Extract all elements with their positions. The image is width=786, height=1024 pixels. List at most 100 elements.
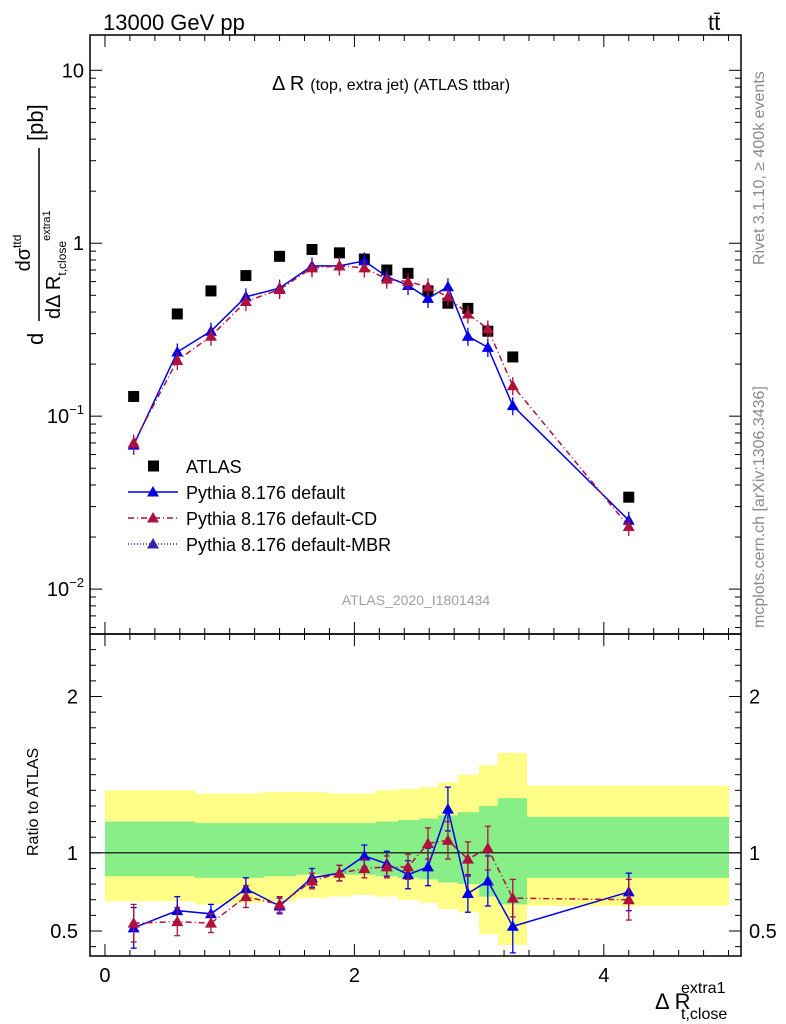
x-tick-label: 4 <box>598 965 609 987</box>
ratio-series-line <box>133 806 629 929</box>
ratio-data-point <box>461 887 474 898</box>
lower-frame <box>89 633 742 957</box>
ratio-data-point <box>380 860 393 872</box>
mc-data-point <box>171 354 184 365</box>
plot-title: Δ R (top, extra jet) (ATLAS ttbar) <box>272 73 510 95</box>
plot-title-main: Δ R <box>272 73 304 95</box>
ylabel-d: d <box>23 333 48 345</box>
green-band-segment <box>398 820 420 878</box>
mc-data-point <box>333 259 346 271</box>
atlas-data-point <box>507 351 519 363</box>
plot-title-sub: (top, extra jet) (ATLAS ttbar) <box>310 77 510 94</box>
mc-data-point <box>402 275 415 287</box>
ylabel-unit: [pb] <box>23 104 48 141</box>
y-tick-label: 1 <box>73 233 84 255</box>
ratio-y-tick-label-right: 0.5 <box>749 921 777 943</box>
atlas-data-point <box>205 285 217 297</box>
main-plot-series <box>127 243 635 537</box>
ratio-data-point <box>622 893 635 905</box>
x-tick-label: 2 <box>349 965 360 987</box>
mcplots-label: mcplots.cern.ch [arXiv:1306.3436] <box>751 386 768 628</box>
ratio-data-point <box>421 860 434 872</box>
mc-data-point <box>506 399 519 411</box>
mc-data-point <box>421 292 434 303</box>
ratio-plot-series <box>127 786 635 954</box>
x-tick-label: 0 <box>99 965 110 987</box>
legend-marker <box>147 486 159 497</box>
atlas-data-point <box>306 243 318 255</box>
legend-label: Pythia 8.176 default-MBR <box>186 535 391 555</box>
ratio-data-point <box>421 837 434 848</box>
ratio-data-point <box>239 890 252 902</box>
y-tick-label: 10−1 <box>47 402 84 428</box>
analysis-watermark: ATLAS_2020_I1801434 <box>342 592 491 608</box>
ratio-data-point <box>506 920 519 931</box>
mc-data-point <box>461 307 474 319</box>
atlas-data-point <box>128 390 140 402</box>
green-band-segment <box>161 821 196 877</box>
green-band-segment <box>295 823 328 875</box>
green-band-segment <box>526 816 730 878</box>
y-tick-label: 10 <box>62 60 84 82</box>
ratio-y-tick-label: 1 <box>67 843 78 865</box>
mc-data-point <box>461 330 474 341</box>
mc-data-point <box>506 379 519 391</box>
rivet-version-label: Rivet 3.1.10, ≥ 400k events <box>751 71 768 265</box>
mc-data-point <box>481 322 494 334</box>
series-line <box>132 260 630 521</box>
ratio-data-point <box>441 834 454 845</box>
mc-data-point <box>273 283 286 295</box>
ratio-y-tick-label-right: 2 <box>749 687 760 709</box>
y-tick-label: 10−2 <box>47 575 84 601</box>
mc-data-point <box>622 520 635 532</box>
ratio-data-point <box>441 803 454 814</box>
mc-data-point <box>481 341 494 352</box>
legend-marker <box>147 538 159 549</box>
ratio-data-point <box>305 874 318 886</box>
mc-data-point <box>441 280 454 292</box>
mc-data-point <box>441 290 454 302</box>
ratio-data-point <box>204 917 217 928</box>
ratio-data-point <box>506 892 519 903</box>
ylabel-denominator: dΔ Rt,closeextra1 <box>41 210 69 319</box>
legend-label: ATLAS <box>186 457 242 477</box>
header-right-label: tt̄ <box>708 10 720 35</box>
ratio-data-point <box>171 915 184 927</box>
ratio-y-tick-label: 2 <box>67 687 78 709</box>
ratio-y-tick-label-right: 1 <box>749 843 760 865</box>
ratio-data-point <box>358 849 371 861</box>
ratio-data-point <box>402 860 415 872</box>
ratio-y-tick-label: 0.5 <box>50 921 78 943</box>
ylabel-numerator: dσttd <box>10 235 35 272</box>
mc-data-point <box>171 345 184 357</box>
mc-data-point <box>380 273 393 284</box>
ratio-data-point <box>273 898 286 909</box>
atlas-data-point <box>274 250 286 262</box>
ratio-series-line <box>133 839 629 924</box>
mc-data-point <box>127 436 140 448</box>
legend-marker <box>148 460 159 472</box>
green-band-segment <box>263 823 297 877</box>
mc-data-point <box>239 295 252 307</box>
atlas-data-point <box>623 491 635 503</box>
legend-label: Pythia 8.176 default-CD <box>186 509 377 529</box>
green-band-segment <box>229 823 264 878</box>
ratio-data-point <box>481 874 494 886</box>
ratio-y-axis-label: Ratio to ATLAS <box>25 748 42 856</box>
mc-data-point <box>204 330 217 341</box>
ratio-data-point <box>204 907 217 919</box>
mc-data-point <box>358 261 371 273</box>
green-band-segment <box>419 818 439 880</box>
atlas-data-point <box>171 308 183 320</box>
ratio-data-point <box>127 917 140 928</box>
ratio-data-point <box>461 853 474 864</box>
atlas-data-point <box>240 270 252 282</box>
legend-label: Pythia 8.176 default <box>186 483 345 503</box>
ratio-data-point <box>333 867 346 878</box>
atlas-data-point <box>333 247 345 259</box>
ratio-uncertainty-bands <box>90 752 741 946</box>
legend-marker <box>147 512 159 523</box>
green-band-segment <box>457 812 480 885</box>
ratio-data-point <box>481 842 494 853</box>
